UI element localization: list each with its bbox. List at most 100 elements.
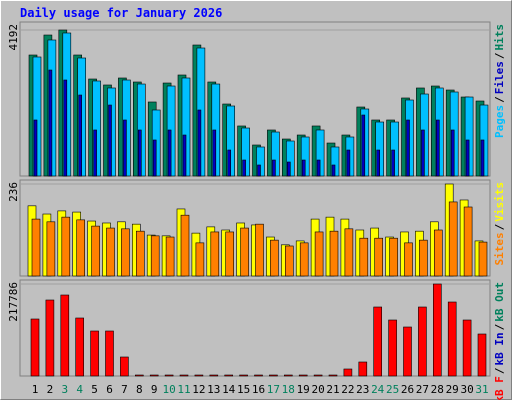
bar [463, 206, 473, 277]
bar [435, 119, 440, 177]
x-tick-label: 16 [252, 383, 265, 396]
bar [225, 231, 234, 277]
bar [76, 219, 85, 277]
x-tick-label: 4 [76, 383, 83, 396]
bar [61, 216, 71, 277]
bar [269, 374, 278, 377]
bar [270, 239, 279, 277]
bar [477, 333, 487, 377]
x-tick-label: 27 [416, 383, 429, 396]
bar [33, 119, 38, 177]
legend-separator: / [493, 223, 506, 230]
x-tick-label: 20 [311, 383, 324, 396]
bar [195, 242, 205, 277]
bar [346, 149, 351, 177]
bar [106, 227, 115, 277]
bar [432, 283, 442, 377]
bar [63, 79, 68, 177]
bar [421, 129, 425, 177]
bar [359, 237, 369, 277]
x-tick-label: 21 [326, 383, 339, 396]
x-tick-label: 18 [282, 383, 295, 396]
bar [239, 374, 248, 377]
bar [478, 241, 488, 277]
bar [299, 242, 309, 277]
bar [316, 159, 321, 177]
bar [419, 239, 428, 277]
bar [343, 368, 353, 377]
legend: Sites /Visits [493, 182, 506, 266]
bar [179, 374, 189, 377]
bar [105, 330, 114, 377]
y-tick-label: 236 [7, 182, 20, 202]
x-tick-label: 2 [47, 383, 54, 396]
x-tick-label: 7 [121, 383, 128, 396]
legend-entry: Hits [493, 24, 506, 51]
bar [91, 225, 100, 277]
x-tick-label: 3 [61, 383, 68, 396]
x-tick-label: 29 [446, 383, 459, 396]
x-tick-label: 22 [341, 383, 354, 396]
x-tick-label: 8 [136, 383, 143, 396]
bar [227, 149, 231, 177]
y-tick-label: 217786 [7, 282, 20, 322]
bar [135, 374, 144, 377]
x-tick-label: 26 [401, 383, 414, 396]
bar [136, 230, 145, 277]
bar [298, 374, 308, 377]
bar [46, 221, 56, 277]
bar [182, 134, 187, 177]
bar [314, 231, 324, 277]
x-tick-label: 13 [207, 383, 220, 396]
bar [254, 374, 263, 377]
x-tick-label: 24 [371, 383, 385, 396]
legend-entry: Visits [493, 182, 506, 222]
bar [418, 306, 427, 377]
bar [121, 228, 130, 277]
bar [284, 245, 294, 277]
x-tick-label: 25 [386, 383, 399, 396]
x-tick-label: 15 [237, 383, 250, 396]
bar [180, 214, 190, 277]
x-tick-label: 19 [297, 383, 310, 396]
bar [465, 139, 470, 177]
bar [31, 218, 41, 277]
x-tick-label: 1 [32, 383, 39, 396]
x-tick-label: 17 [267, 383, 280, 396]
legend: Pages/Files/Hits [493, 24, 506, 138]
bar [108, 104, 112, 177]
x-tick-label: 12 [192, 383, 205, 396]
bar [331, 164, 336, 177]
x-tick-label: 5 [91, 383, 98, 396]
bar [209, 374, 219, 377]
x-tick-label: 11 [177, 383, 190, 396]
bar [224, 374, 233, 377]
x-tick-label: 30 [460, 383, 473, 396]
legend-entry: kB Out [493, 282, 506, 322]
x-tick-label: 31 [475, 383, 488, 396]
bar [403, 326, 412, 377]
x-tick-label: 10 [162, 383, 175, 396]
x-tick-label: 28 [431, 383, 444, 396]
legend-entry: Pages [493, 105, 506, 138]
bar [164, 374, 174, 377]
bar [283, 374, 293, 377]
legend-separator: / [493, 367, 506, 374]
bar [361, 114, 366, 177]
legend-separator: / [493, 52, 506, 59]
bar [60, 294, 70, 377]
bar [374, 237, 384, 277]
bar [78, 94, 82, 177]
bar [447, 301, 457, 377]
bar [301, 159, 306, 177]
x-tick-label: 14 [222, 383, 236, 396]
bar [257, 164, 261, 177]
bar [404, 242, 413, 277]
bar [389, 237, 398, 277]
bar [242, 159, 246, 177]
bar [329, 230, 339, 277]
bar [165, 236, 175, 277]
legend-entry: kB F [493, 376, 506, 400]
x-tick-label: 6 [106, 383, 113, 396]
